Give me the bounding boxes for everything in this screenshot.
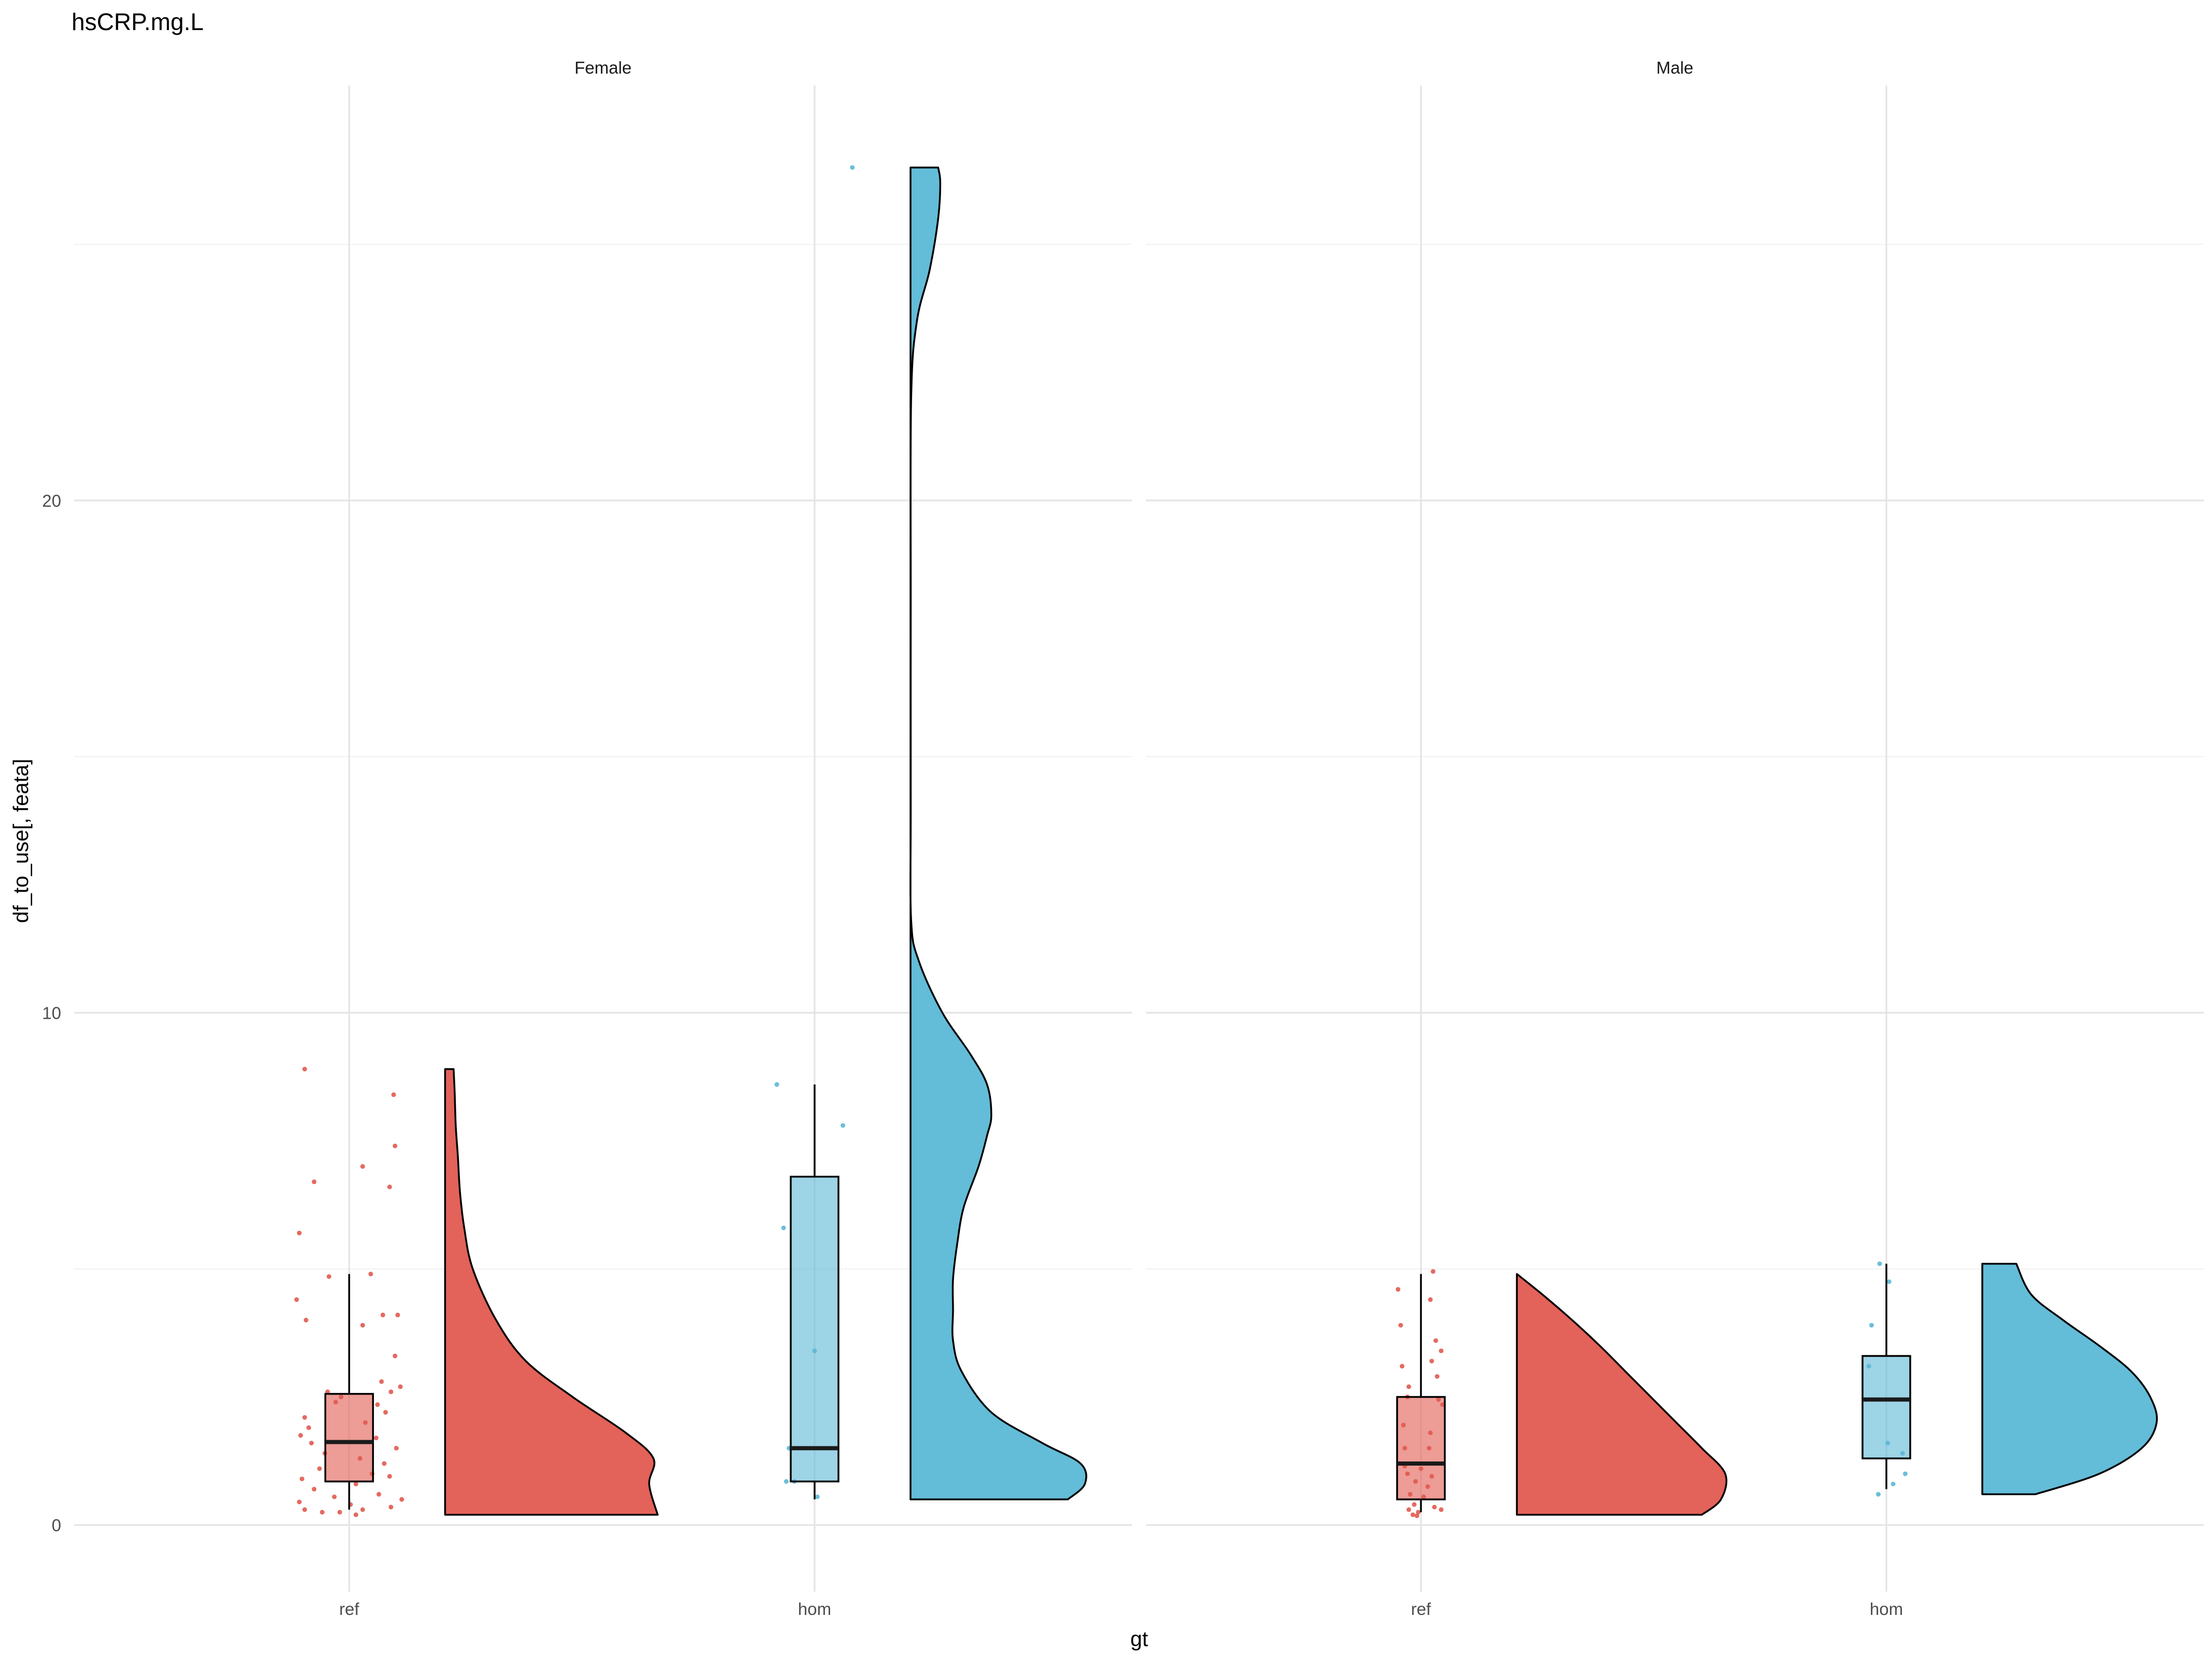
data-point — [398, 1384, 403, 1389]
data-point — [353, 1512, 358, 1517]
data-point — [1438, 1348, 1444, 1354]
data-point — [1891, 1482, 1896, 1486]
x-tick-label: hom — [798, 1599, 831, 1619]
data-point — [332, 1494, 337, 1499]
data-point — [312, 1486, 317, 1492]
facet-strip-label: Female — [575, 58, 632, 77]
violin-ref — [444, 1068, 659, 1516]
data-point — [319, 1510, 325, 1515]
data-point — [783, 1479, 789, 1484]
data-point — [302, 1066, 307, 1072]
data-point — [395, 1312, 400, 1317]
data-point — [1415, 1513, 1420, 1519]
group-ref — [294, 1066, 659, 1517]
data-point — [326, 1274, 331, 1279]
data-point — [388, 1389, 394, 1395]
data-point — [399, 1497, 404, 1502]
data-point — [380, 1312, 385, 1317]
group-hom — [774, 165, 1087, 1500]
data-point — [1886, 1279, 1892, 1284]
data-point — [1406, 1507, 1411, 1512]
data-point — [1902, 1471, 1908, 1477]
data-point — [373, 1436, 379, 1441]
data-point — [1395, 1287, 1401, 1292]
data-point — [382, 1461, 387, 1466]
data-point — [1398, 1323, 1403, 1328]
data-point — [294, 1297, 299, 1302]
data-point — [299, 1477, 304, 1482]
data-point — [360, 1507, 365, 1512]
y-axis-title: df_to_use[, feata] — [9, 759, 33, 923]
data-point — [1433, 1338, 1438, 1343]
data-point — [781, 1225, 786, 1230]
violin-ref — [1516, 1273, 1728, 1516]
data-point — [387, 1474, 392, 1479]
data-point — [393, 1143, 398, 1148]
box-ref — [324, 1393, 374, 1483]
data-point — [312, 1179, 317, 1185]
y-tick-label: 0 — [52, 1516, 61, 1535]
data-point — [1416, 1510, 1421, 1515]
box-ref — [1396, 1396, 1446, 1500]
data-point — [353, 1482, 358, 1486]
x-tick-label: hom — [1870, 1599, 1903, 1619]
data-point — [297, 1230, 302, 1235]
data-point — [337, 1510, 342, 1515]
data-point — [1406, 1384, 1411, 1389]
data-point — [379, 1379, 384, 1384]
y-tick-label: 20 — [42, 491, 61, 510]
data-point — [841, 1123, 846, 1128]
data-point — [815, 1494, 820, 1499]
data-point — [303, 1317, 309, 1323]
data-point — [1869, 1323, 1874, 1328]
data-point — [1431, 1269, 1436, 1274]
data-point — [1428, 1297, 1433, 1302]
data-point — [394, 1445, 399, 1451]
data-point — [1411, 1502, 1417, 1507]
data-point — [387, 1184, 392, 1189]
group-ref — [1395, 1269, 1728, 1519]
group-hom — [1861, 1261, 2158, 1497]
violin-hom — [909, 166, 1087, 1500]
x-tick-label: ref — [339, 1599, 359, 1619]
data-point — [850, 165, 855, 170]
facet-panel-female: Female ref hom — [74, 58, 1132, 1619]
x-tick-label: ref — [1411, 1599, 1431, 1619]
box-hom — [790, 1175, 839, 1483]
data-point — [368, 1271, 373, 1276]
data-point — [383, 1410, 388, 1415]
data-point — [1435, 1374, 1440, 1379]
facet-strip-label: Male — [1656, 58, 1693, 77]
data-point — [360, 1164, 365, 1169]
data-point — [1432, 1505, 1437, 1510]
data-point — [375, 1402, 380, 1407]
data-point — [1399, 1363, 1405, 1369]
data-point — [376, 1492, 382, 1497]
data-point — [317, 1466, 322, 1471]
data-point — [1877, 1261, 1882, 1267]
data-point — [1429, 1358, 1434, 1363]
data-point — [302, 1507, 307, 1512]
data-point — [774, 1082, 779, 1087]
chart-title: hsCRP.mg.L — [72, 8, 204, 35]
data-point — [388, 1505, 394, 1510]
data-point — [393, 1353, 398, 1358]
data-point — [297, 1499, 302, 1505]
data-point — [360, 1323, 365, 1328]
facet-panels: 0 10 20 Female ref hom Male ref hom — [42, 58, 2204, 1619]
data-point — [309, 1440, 314, 1445]
data-point — [1875, 1492, 1881, 1497]
data-point — [1410, 1512, 1416, 1517]
data-point — [1438, 1507, 1444, 1512]
violin-hom — [1981, 1262, 2158, 1496]
y-tick-label: 10 — [42, 1003, 61, 1022]
data-point — [302, 1415, 307, 1420]
box-hom — [1861, 1355, 1911, 1459]
data-point — [298, 1433, 303, 1438]
data-point — [306, 1425, 311, 1430]
data-point — [391, 1092, 396, 1098]
x-axis-title: gt — [1130, 1627, 1149, 1651]
facet-panel-male: Male ref hom — [1146, 58, 2204, 1619]
